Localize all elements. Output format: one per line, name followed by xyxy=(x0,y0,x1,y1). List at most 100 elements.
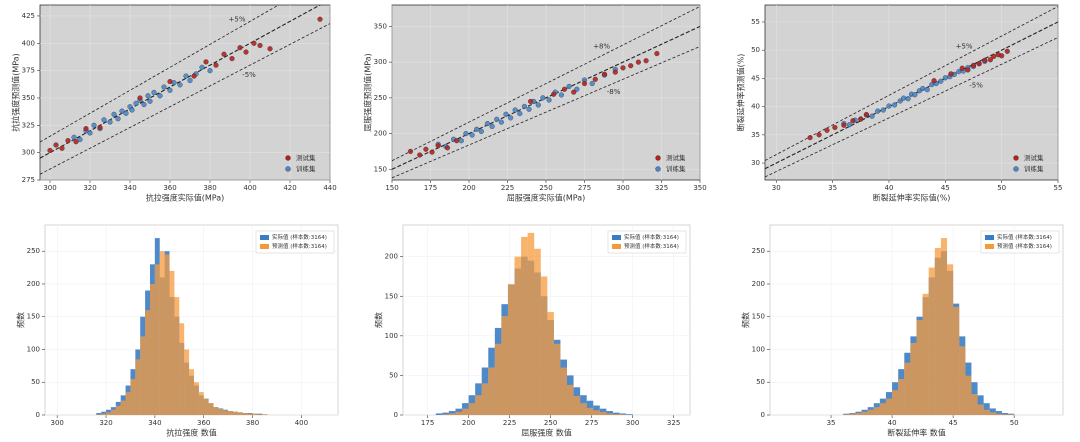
x-tick-label: 40 xyxy=(885,184,894,192)
point xyxy=(832,124,838,131)
y-axis-label: 频数 xyxy=(741,312,751,328)
hist-bar xyxy=(885,398,893,415)
point xyxy=(508,115,514,121)
x-tick-label: 45 xyxy=(949,419,958,427)
hist-bar xyxy=(110,409,116,415)
hist-bar xyxy=(96,413,102,415)
hist-bar xyxy=(573,396,581,415)
hist-bar xyxy=(855,413,862,415)
point xyxy=(824,127,830,133)
x-tick-label: 35 xyxy=(827,419,836,427)
hist-bar xyxy=(873,407,880,415)
point xyxy=(47,147,53,154)
point xyxy=(458,138,464,144)
reference-label: -5% xyxy=(242,71,256,79)
hist-bar xyxy=(995,411,1002,415)
hist-bar xyxy=(977,404,984,415)
x-tick-label: 250 xyxy=(544,419,557,427)
hist-bar xyxy=(448,411,456,415)
reference-line xyxy=(392,46,700,179)
reference-label: +5% xyxy=(956,43,973,51)
y-tick-label: 250 xyxy=(27,247,40,255)
x-tick-label: 30 xyxy=(772,184,781,192)
point xyxy=(444,145,450,151)
plot-content xyxy=(96,238,268,415)
point xyxy=(229,56,235,62)
legend-label: 测试集 xyxy=(666,153,686,162)
x-tick-label: 45 xyxy=(941,184,950,192)
hist-bar xyxy=(995,413,1002,415)
point xyxy=(267,46,273,52)
subplot: 300 320 340 360 380 400 420 440 275 300 325 350 375 4… xyxy=(11,4,337,203)
point xyxy=(107,119,113,125)
y-tick-label: 150 xyxy=(27,313,40,321)
y-tick-label: 100 xyxy=(752,345,765,353)
point xyxy=(517,111,523,117)
point xyxy=(213,62,219,68)
legend-marker xyxy=(1013,166,1019,172)
reference-label: +8% xyxy=(593,43,610,51)
y-tick-label: 40 xyxy=(751,103,760,111)
legend-label: 测试集 xyxy=(296,153,316,162)
hist-bar xyxy=(560,367,567,415)
hist-bar xyxy=(208,403,214,415)
x-axis-label: 屈服强度实际值(MPa) xyxy=(507,193,586,203)
point xyxy=(469,132,475,138)
x-axis-label: 断裂延伸率 数值 xyxy=(887,428,946,438)
point xyxy=(948,71,954,77)
point xyxy=(601,71,608,77)
point xyxy=(407,148,414,154)
hist-bar xyxy=(189,369,194,415)
y-tick-label: 200 xyxy=(385,253,398,261)
hist-bar xyxy=(442,414,449,415)
x-tick-label: 400 xyxy=(243,184,256,192)
subplot: 30 35 40 45 50 55 30 35 40 45 50 55 断裂延伸率实际值(%) 断裂延伸率… xyxy=(736,4,1062,203)
x-tick-label: 380 xyxy=(203,184,216,192)
x-tick-label: 380 xyxy=(246,419,259,427)
reference-label: -8% xyxy=(607,88,621,96)
point xyxy=(521,103,527,109)
hist-bar xyxy=(586,407,594,415)
point xyxy=(183,73,189,79)
point xyxy=(435,143,441,149)
point xyxy=(59,145,65,151)
hist-bar xyxy=(843,414,850,415)
hist-bar xyxy=(971,394,978,415)
legend-swatch xyxy=(612,244,621,249)
point xyxy=(115,116,121,122)
point xyxy=(73,139,79,145)
point xyxy=(875,108,881,114)
reference-label: -5% xyxy=(969,81,983,89)
hist-bar xyxy=(481,383,489,415)
hist-bar xyxy=(916,320,923,415)
point xyxy=(463,131,469,137)
point xyxy=(141,101,147,108)
point xyxy=(429,149,435,155)
point xyxy=(494,116,500,122)
x-tick-label: 250 xyxy=(539,184,552,192)
hist-bar xyxy=(879,403,886,415)
y-tick-label: 30 xyxy=(751,159,760,167)
hist-bar xyxy=(198,392,204,415)
legend-label: 训练集 xyxy=(296,164,316,173)
x-tick-label: 400 xyxy=(295,419,308,427)
y-tick-label: 375 xyxy=(22,67,35,75)
point xyxy=(987,57,993,63)
hist-bar xyxy=(849,413,856,415)
hist-bar xyxy=(898,378,905,415)
legend-marker xyxy=(655,155,661,161)
point xyxy=(982,57,988,63)
x-tick-label: 35 xyxy=(828,184,837,192)
hist-bar xyxy=(442,412,449,415)
hist-bar xyxy=(468,403,476,415)
legend-marker xyxy=(655,166,661,172)
point xyxy=(423,146,429,152)
point xyxy=(207,68,213,74)
legend-label: 实际值 (样本数:3164) xyxy=(997,233,1052,241)
x-tick-label: 275 xyxy=(578,184,591,192)
hist-bar xyxy=(233,411,238,415)
y-tick-label: 150 xyxy=(385,292,398,300)
point xyxy=(976,61,982,67)
hist-bar xyxy=(213,407,219,415)
